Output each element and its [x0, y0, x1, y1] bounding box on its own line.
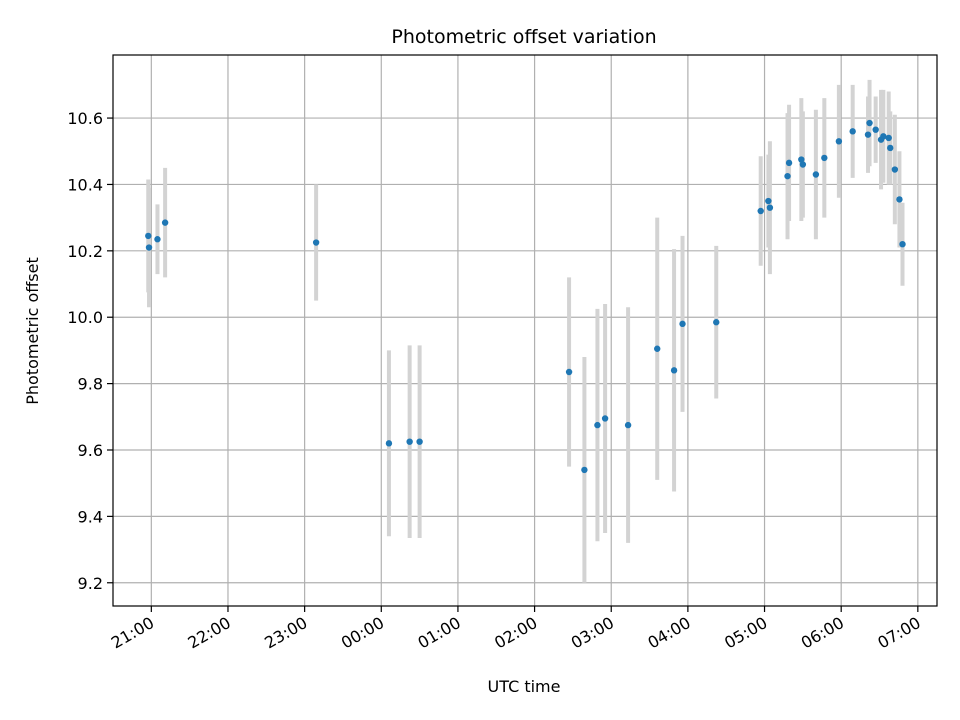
y-tick-label: 9.8	[78, 375, 103, 394]
y-axis-ticks: 9.2 9.4 9.6 9.8 10.0 10.2 10.4 10.6	[67, 109, 113, 593]
data-point	[757, 207, 764, 215]
data-point	[145, 244, 153, 251]
x-axis-label: UTC time	[488, 677, 561, 696]
data-point	[406, 438, 413, 445]
data-point	[161, 219, 169, 226]
data-point	[798, 156, 805, 163]
data-point	[713, 319, 720, 326]
y-tick-label: 10.0	[67, 308, 103, 327]
data-point	[565, 368, 573, 376]
y-tick-label: 10.2	[67, 242, 103, 261]
chart-title: Photometric offset variation	[391, 26, 656, 48]
data-point	[385, 440, 393, 447]
data-point	[765, 197, 772, 205]
data-point	[670, 367, 678, 374]
data-point	[866, 119, 873, 127]
data-point	[654, 345, 661, 352]
y-axis-label: Photometric offset	[23, 257, 42, 405]
data-point	[880, 133, 887, 140]
data-point	[145, 232, 152, 240]
data-point	[679, 320, 686, 328]
data-point	[864, 131, 872, 138]
data-point	[896, 196, 903, 203]
data-point	[416, 438, 423, 445]
data-point	[624, 421, 632, 429]
data-point	[821, 154, 828, 162]
data-points	[145, 119, 906, 474]
data-point	[899, 240, 906, 248]
data-point	[799, 161, 807, 168]
data-point	[891, 166, 899, 173]
data-point	[885, 134, 892, 142]
data-point	[312, 239, 320, 246]
y-tick-label: 9.2	[78, 574, 103, 593]
data-point	[835, 138, 843, 145]
data-point	[766, 204, 774, 211]
y-tick-label: 9.6	[78, 441, 103, 460]
data-point	[872, 126, 879, 133]
data-point	[812, 171, 820, 178]
data-point	[849, 128, 856, 135]
plot-frame	[112, 54, 938, 607]
y-tick-label: 10.6	[67, 109, 103, 128]
data-point	[154, 236, 161, 243]
y-tick-label: 10.4	[67, 175, 103, 194]
data-point	[594, 421, 601, 429]
y-tick-label: 9.4	[78, 507, 103, 526]
data-point	[887, 144, 894, 152]
data-point	[784, 172, 791, 180]
data-point	[785, 159, 793, 167]
data-point	[601, 415, 609, 422]
data-point	[581, 466, 588, 474]
grid	[113, 55, 937, 606]
